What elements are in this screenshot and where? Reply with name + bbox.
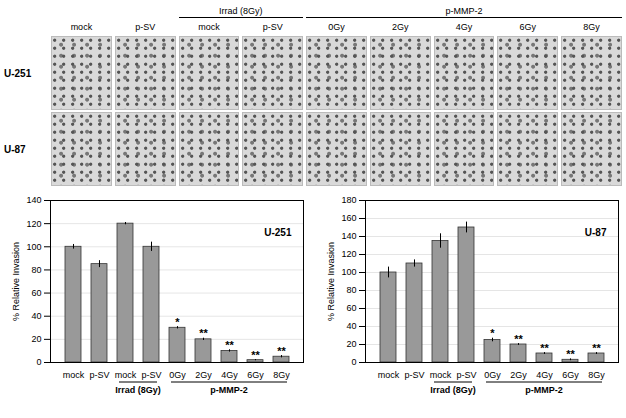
svg-text:mock: mock xyxy=(115,370,137,380)
svg-text:**: ** xyxy=(251,349,260,361)
svg-text:160: 160 xyxy=(341,213,356,223)
svg-text:**: ** xyxy=(225,339,234,351)
svg-text:**: ** xyxy=(199,327,208,339)
svg-text:120: 120 xyxy=(341,249,356,259)
svg-text:0: 0 xyxy=(36,357,41,367)
html-text:4Gy: 4Gy xyxy=(455,22,473,32)
html-text:p-MMP-2: p-MMP-2 xyxy=(445,6,483,16)
svg-text:120: 120 xyxy=(26,219,41,229)
html-text:mock: mock xyxy=(198,22,220,32)
svg-text:20: 20 xyxy=(346,339,356,349)
svg-text:0Gy: 0Gy xyxy=(484,370,501,380)
svg-text:**: ** xyxy=(514,333,523,345)
svg-text:**: ** xyxy=(540,342,549,354)
svg-text:% Relative Invasion: % Relative Invasion xyxy=(326,242,336,321)
html-text:U-87: U-87 xyxy=(4,143,26,155)
svg-text:p-SV: p-SV xyxy=(456,370,476,380)
svg-text:0Gy: 0Gy xyxy=(169,370,186,380)
svg-text:mock: mock xyxy=(430,370,452,380)
svg-text:8Gy: 8Gy xyxy=(273,370,290,380)
svg-text:80: 80 xyxy=(31,265,41,275)
html-text:6Gy: 6Gy xyxy=(519,22,537,32)
html-text:2Gy: 2Gy xyxy=(392,22,409,32)
svg-text:**: ** xyxy=(277,345,286,357)
svg-text:60: 60 xyxy=(346,303,356,313)
svg-text:100: 100 xyxy=(341,267,356,277)
svg-text:**: ** xyxy=(566,348,575,360)
svg-text:*: * xyxy=(175,316,180,328)
svg-text:6Gy: 6Gy xyxy=(562,370,579,380)
svg-text:*: * xyxy=(490,327,495,339)
html-text:p-SV: p-SV xyxy=(262,22,283,32)
svg-text:Irrad (8Gy): Irrad (8Gy) xyxy=(115,385,161,395)
html-text:U-251: U-251 xyxy=(4,67,32,79)
svg-text:40: 40 xyxy=(31,311,41,321)
svg-text:% Relative Invasion: % Relative Invasion xyxy=(11,242,21,321)
svg-text:20: 20 xyxy=(31,334,41,344)
svg-text:80: 80 xyxy=(346,285,356,295)
svg-text:**: ** xyxy=(592,342,601,354)
svg-text:p-SV: p-SV xyxy=(404,370,424,380)
svg-text:p-MMP-2: p-MMP-2 xyxy=(210,385,248,395)
svg-text:0: 0 xyxy=(351,357,356,367)
svg-text:6Gy: 6Gy xyxy=(247,370,264,380)
html-text:p-SV: p-SV xyxy=(135,22,156,32)
svg-text:140: 140 xyxy=(26,195,41,205)
html-text:8Gy: 8Gy xyxy=(583,22,600,32)
svg-text:40: 40 xyxy=(346,321,356,331)
svg-text:mock: mock xyxy=(378,370,400,380)
svg-text:U-87: U-87 xyxy=(585,227,607,238)
svg-text:8Gy: 8Gy xyxy=(588,370,605,380)
svg-text:p-MMP-2: p-MMP-2 xyxy=(525,385,563,395)
svg-text:p-SV: p-SV xyxy=(141,370,161,380)
svg-text:4Gy: 4Gy xyxy=(221,370,238,380)
svg-text:2Gy: 2Gy xyxy=(510,370,527,380)
svg-text:p-SV: p-SV xyxy=(89,370,109,380)
html-text:mock: mock xyxy=(70,22,93,32)
svg-text:180: 180 xyxy=(341,195,356,205)
svg-text:100: 100 xyxy=(26,242,41,252)
html-text:0Gy: 0Gy xyxy=(328,22,345,32)
svg-text:140: 140 xyxy=(341,231,356,241)
svg-text:60: 60 xyxy=(31,288,41,298)
svg-text:Irrad (8Gy): Irrad (8Gy) xyxy=(430,385,476,395)
svg-text:2Gy: 2Gy xyxy=(195,370,212,380)
svg-text:U-251: U-251 xyxy=(264,227,292,238)
svg-text:4Gy: 4Gy xyxy=(536,370,553,380)
svg-text:mock: mock xyxy=(63,370,85,380)
html-text:Irrad (8Gy): Irrad (8Gy) xyxy=(219,6,263,16)
